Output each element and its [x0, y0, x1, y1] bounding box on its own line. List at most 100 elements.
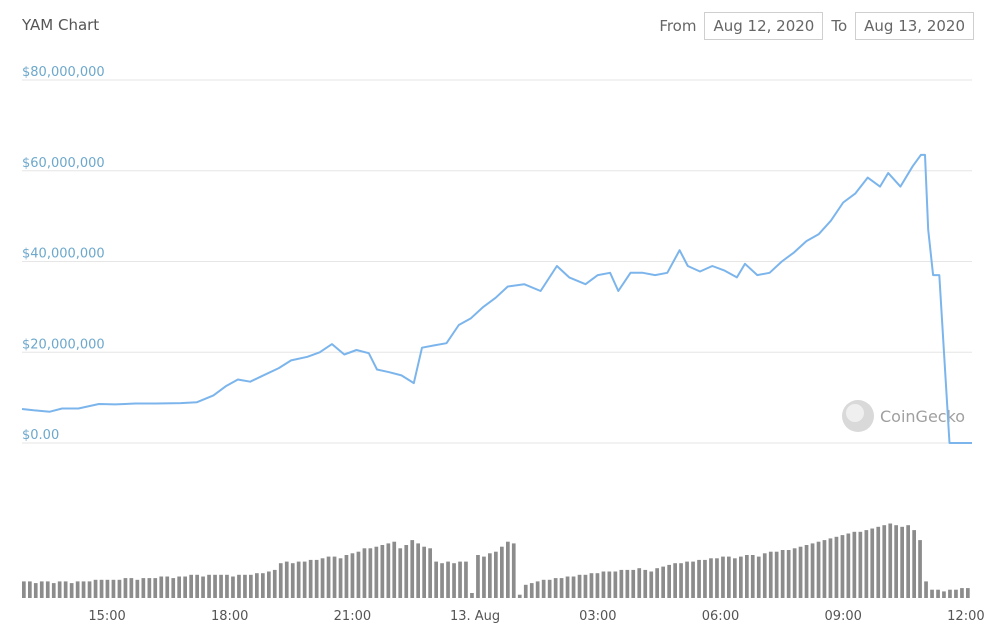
volume-bar [786, 550, 791, 598]
to-label: To [831, 17, 848, 35]
volume-bar [488, 553, 492, 598]
volume-bar [464, 561, 468, 598]
volume-bar [547, 579, 552, 598]
volume-bar [733, 558, 737, 598]
volume-bar [267, 571, 271, 598]
volume-bar [846, 533, 851, 598]
volume-bar [93, 579, 98, 598]
volume-bar [326, 556, 331, 598]
volume-bar [565, 576, 570, 598]
volume-bar [147, 578, 152, 598]
volume-bar [183, 576, 187, 598]
volume-bar [117, 579, 122, 598]
volume-bar [900, 526, 904, 598]
volume-bar [237, 574, 241, 598]
volume-bar [28, 581, 32, 598]
to-date-input[interactable]: Aug 13, 2020 [855, 12, 974, 40]
volume-bar [541, 579, 546, 598]
gridlines [22, 79, 972, 444]
volume-bar [284, 561, 289, 598]
volume-bar [141, 578, 146, 598]
volume-bar [428, 548, 432, 598]
volume-bar [852, 531, 857, 598]
volume-bar [727, 556, 731, 598]
volume-bar [231, 576, 235, 598]
volume-bar [201, 576, 205, 598]
x-tick-label: 06:00 [702, 609, 739, 624]
from-date-input[interactable]: Aug 12, 2020 [704, 12, 824, 40]
volume-bar [912, 530, 916, 598]
from-label: From [659, 17, 697, 35]
volume-bar [780, 550, 785, 598]
volume-bar [709, 558, 713, 598]
volume-bar [255, 573, 259, 598]
volume-bar [177, 576, 181, 598]
volume-bar [296, 561, 301, 598]
volume-bar [619, 569, 624, 598]
volume-bar [577, 574, 582, 598]
volume-bar [33, 583, 38, 598]
volume-bar [715, 558, 719, 598]
volume-bar [697, 559, 701, 598]
volume-bar [249, 574, 253, 598]
volume-bar [816, 541, 821, 598]
y-tick-label: $0.00 [22, 428, 59, 443]
volume-bar [792, 548, 797, 598]
volume-bar [123, 578, 128, 598]
coingecko-credit[interactable]: CoinGecko [842, 400, 965, 432]
volume-bar [721, 556, 725, 598]
volume-bar [529, 583, 534, 598]
chart-title: YAM Chart [22, 16, 100, 34]
volume-bar [559, 578, 564, 598]
volume-bars [22, 523, 970, 598]
volume-bar [864, 530, 869, 598]
volume-bar [643, 569, 648, 598]
x-tick-label: 21:00 [334, 609, 371, 624]
x-tick-label: 18:00 [211, 609, 248, 624]
date-range-selector: From Aug 12, 2020 To Aug 13, 2020 [659, 12, 974, 40]
volume-bar [894, 525, 898, 598]
y-tick-label: $80,000,000 [22, 65, 105, 80]
volume-bar [703, 559, 707, 598]
volume-bar [189, 574, 193, 598]
volume-bar [798, 546, 803, 598]
volume-bar [918, 540, 922, 598]
volume-bar [410, 540, 415, 598]
volume-bar [476, 555, 480, 598]
volume-bar [69, 583, 74, 598]
volume-bar [39, 581, 44, 598]
volume-bar [828, 538, 833, 598]
volume-bar [930, 589, 934, 598]
volume-bar [434, 561, 438, 598]
volume-bar [583, 574, 588, 598]
volume-bar [458, 561, 462, 598]
volume-bar [936, 589, 940, 598]
volume-bar [511, 543, 516, 598]
volume-bar [882, 525, 887, 598]
volume-bar [195, 574, 199, 598]
volume-bar [159, 576, 164, 598]
volume-bar [571, 576, 576, 598]
volume-bar [87, 581, 92, 598]
volume-bar [774, 551, 779, 598]
volume-bar [440, 563, 444, 598]
volume-bar [213, 574, 217, 598]
volume-bar [517, 594, 522, 598]
volume-bar [607, 571, 612, 598]
volume-bar [739, 556, 743, 598]
volume-bar [679, 563, 683, 598]
volume-bar [589, 573, 594, 598]
volume-bar [482, 556, 486, 598]
x-tick-label: 15:00 [88, 609, 125, 624]
volume-bar [81, 581, 86, 598]
volume-bar [99, 579, 104, 598]
volume-bar [338, 558, 343, 598]
volume-bar [745, 555, 749, 598]
volume-bar [750, 555, 755, 598]
volume-bar [344, 555, 349, 598]
volume-bar [314, 559, 319, 598]
volume-bar [595, 573, 600, 598]
volume-bar [500, 546, 504, 598]
volume-bar [649, 571, 654, 598]
